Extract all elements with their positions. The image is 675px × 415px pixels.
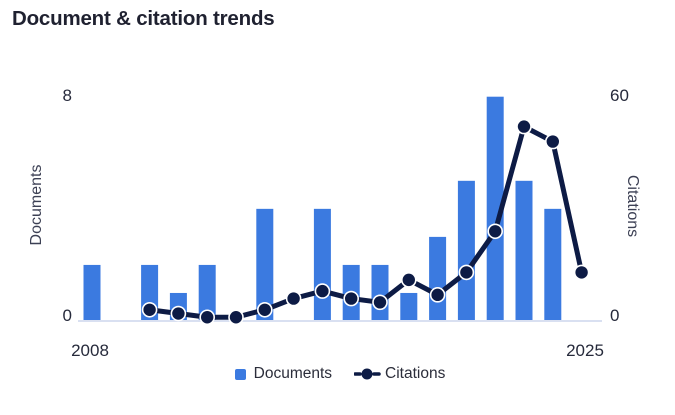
legend-documents-label: Documents [253, 365, 333, 383]
citations-point-2025[interactable] [573, 264, 590, 281]
documents-bar-2008[interactable] [83, 264, 101, 321]
citations-point-2017[interactable] [343, 290, 360, 307]
citations-point-2023[interactable] [516, 118, 532, 135]
documents-citations-combo-plot[interactable] [78, 88, 602, 324]
documents-bar-2016[interactable] [313, 208, 331, 321]
x-axis-first-year-label: 2008 [71, 341, 109, 360]
left-axis-min-tick: 0 [62, 306, 72, 325]
documents-bar-2024[interactable] [544, 208, 562, 321]
right-axis-min-tick: 0 [610, 306, 620, 325]
citations-point-2024[interactable] [544, 133, 561, 150]
citations-line [147, 124, 585, 320]
citations-point-2016[interactable] [314, 283, 331, 299]
documents-bar-2021[interactable] [457, 180, 475, 321]
left-axis-max-tick: 8 [62, 86, 72, 105]
citations-point-2010[interactable] [141, 301, 158, 318]
documents-bar-2019[interactable] [400, 292, 418, 321]
legend-citations-label: Citations [385, 365, 446, 383]
citations-point-2015[interactable] [285, 290, 302, 307]
citations-point-2011[interactable] [170, 305, 187, 322]
citations-point-2013[interactable] [228, 309, 244, 324]
documents-swatch-icon [234, 368, 246, 380]
citations-point-2020[interactable] [429, 287, 446, 303]
left-axis-title: Documents [28, 164, 45, 246]
citations-line-dot-icon [354, 368, 381, 380]
right-axis-max-tick: 60 [610, 86, 629, 105]
chart-title: Document & citation trends [12, 7, 275, 30]
documents-bar-2018[interactable] [371, 264, 389, 321]
citations-point-2014[interactable] [257, 301, 273, 318]
citations-point-2022[interactable] [487, 223, 504, 240]
chart-legend: Documents Citations [78, 364, 602, 384]
documents-bar-2022[interactable] [486, 96, 504, 321]
citations-point-2012[interactable] [199, 309, 215, 324]
citations-point-2019[interactable] [400, 272, 417, 288]
documents-bar-2014[interactable] [256, 208, 274, 321]
documents-bar-2023[interactable] [515, 180, 533, 321]
documents-bar-2020[interactable] [429, 236, 447, 321]
x-axis-last-year-label: 2025 [566, 341, 604, 360]
documents-bar-2012[interactable] [198, 264, 216, 321]
legend-item-documents: Documents [234, 365, 333, 383]
legend-item-citations: Citations [354, 366, 445, 382]
citations-point-2018[interactable] [372, 294, 388, 311]
right-axis-title: Citations [624, 174, 641, 238]
citations-point-2021[interactable] [458, 264, 475, 281]
